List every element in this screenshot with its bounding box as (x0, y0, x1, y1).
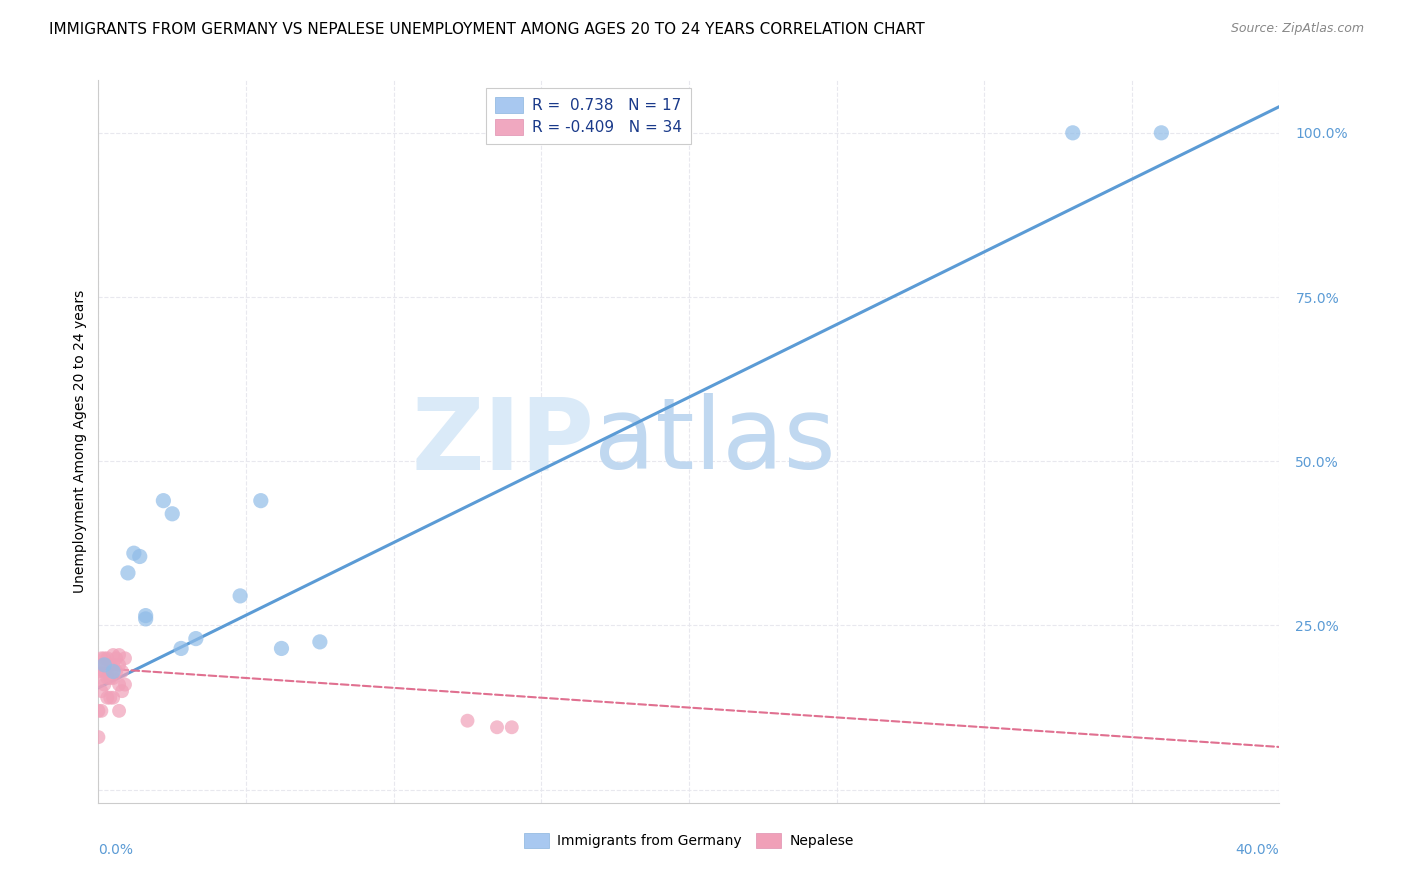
Point (93, 677, 115, 691)
Point (87, 704, 110, 718)
Point (162, 507, 183, 521)
Point (170, 641, 193, 656)
Point (114, 677, 136, 691)
Point (105, 665, 128, 679)
Point (90, 704, 112, 718)
Point (90, 671, 112, 685)
Point (93, 657, 115, 672)
Point (309, 635, 332, 649)
Point (135, 608, 157, 623)
Point (1062, 126, 1084, 140)
Point (184, 632, 207, 646)
Point (90, 684, 112, 698)
Point (103, 690, 125, 705)
Point (486, 720, 509, 734)
Point (108, 648, 131, 662)
Point (250, 493, 273, 508)
Legend: Immigrants from Germany, Nepalese: Immigrants from Germany, Nepalese (519, 828, 859, 854)
Point (96, 671, 118, 685)
Point (108, 677, 131, 691)
Point (93, 665, 115, 679)
Point (114, 651, 136, 665)
Point (90, 657, 112, 672)
Point (93, 651, 115, 665)
Point (87, 730, 110, 744)
Point (111, 684, 134, 698)
Y-axis label: Unemployment Among Ages 20 to 24 years: Unemployment Among Ages 20 to 24 years (73, 290, 87, 593)
Point (128, 549, 150, 564)
Point (457, 714, 479, 728)
Point (103, 671, 125, 685)
Point (117, 566, 139, 580)
Point (103, 648, 125, 662)
Point (229, 589, 252, 603)
Point (108, 704, 131, 718)
Point (1150, 126, 1173, 140)
Point (90, 651, 112, 665)
Point (96, 690, 118, 705)
Point (103, 657, 125, 672)
Text: 40.0%: 40.0% (1236, 843, 1279, 856)
Point (96, 651, 118, 665)
Point (103, 665, 125, 679)
Point (98, 657, 121, 672)
Point (152, 493, 174, 508)
Point (98, 690, 121, 705)
Point (135, 612, 157, 626)
Point (98, 671, 121, 685)
Text: ZIP: ZIP (412, 393, 595, 490)
Point (501, 720, 523, 734)
Point (111, 665, 134, 679)
Point (108, 657, 131, 672)
Text: atlas: atlas (595, 393, 837, 490)
Text: IMMIGRANTS FROM GERMANY VS NEPALESE UNEMPLOYMENT AMONG AGES 20 TO 24 YEARS CORRE: IMMIGRANTS FROM GERMANY VS NEPALESE UNEM… (49, 22, 925, 37)
Point (87, 665, 110, 679)
Point (270, 641, 292, 656)
Point (105, 651, 128, 665)
Point (122, 546, 145, 560)
Text: 0.0%: 0.0% (98, 843, 134, 856)
Text: Source: ZipAtlas.com: Source: ZipAtlas.com (1230, 22, 1364, 36)
